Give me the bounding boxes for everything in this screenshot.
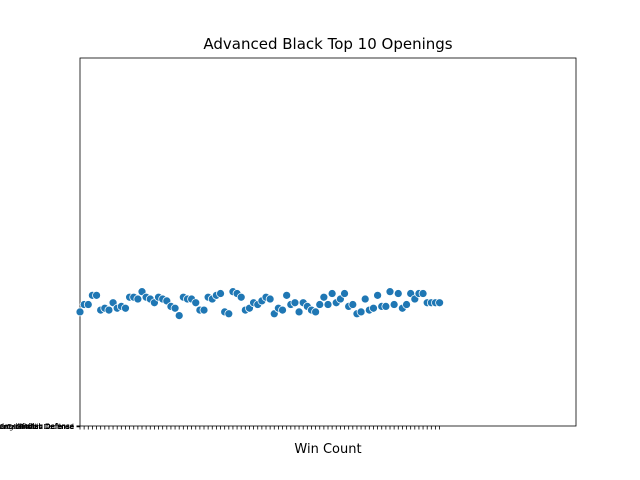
scatter-point	[191, 298, 201, 308]
scatter-point	[393, 289, 403, 298]
y-tick-label: Caro-Kann Defense	[6, 423, 74, 431]
y-tick-label: Dutch Defense	[22, 423, 74, 431]
plot-frame	[79, 57, 577, 427]
scatter-point	[381, 302, 391, 311]
scatter-point	[236, 292, 246, 302]
scatter-point	[83, 300, 93, 309]
scatter-point	[327, 289, 337, 298]
scatter-point	[319, 292, 329, 302]
scatter-point	[199, 305, 209, 315]
scatter-point	[311, 307, 320, 317]
scatter-point	[385, 287, 395, 297]
data-points	[75, 287, 444, 320]
y-tick-label: King's Indian Defense	[0, 423, 74, 431]
scatter-point	[340, 289, 349, 298]
scatter-point	[356, 307, 366, 317]
y-tick-label: Sicilian Defense	[18, 423, 74, 431]
y-tick-label: Nimzo-Indian Defense	[0, 423, 74, 431]
x-axis-label: Win Count	[294, 442, 361, 457]
scatter-point	[435, 298, 444, 308]
scatter-point	[294, 307, 304, 317]
scatter-point	[278, 305, 287, 315]
scatter-point	[402, 300, 411, 309]
scatter-point	[323, 300, 333, 309]
scatter-point	[418, 289, 428, 298]
scatter-point	[315, 300, 325, 309]
chart-title: Advanced Black Top 10 Openings	[203, 35, 452, 53]
scatter-point	[121, 303, 130, 313]
scatter-point	[92, 290, 101, 300]
scatter-point	[389, 300, 399, 309]
x-axis-ticks	[79, 426, 441, 430]
y-tick-label: Scandinavian Defense	[0, 423, 74, 431]
scatter-point	[348, 300, 358, 309]
scatter-point	[369, 303, 378, 313]
scatter-point	[360, 294, 370, 304]
y-tick-label: Pirc Defense	[30, 423, 74, 431]
scatter-point	[104, 305, 114, 315]
y-tick-label: Slav Defense	[28, 423, 74, 431]
scatter-point	[133, 294, 143, 304]
scatter-point	[373, 290, 382, 300]
scatter-point	[290, 298, 300, 308]
scatter-point	[75, 307, 85, 317]
scatter-point	[224, 309, 234, 319]
y-tick-label: Queen's Gambit Declined	[0, 423, 74, 431]
scatter-point	[265, 294, 275, 304]
y-tick-label: French Defense	[20, 423, 74, 431]
scatter-point	[174, 311, 184, 320]
scatter-point	[170, 303, 180, 313]
scatter-point	[216, 289, 225, 298]
scatter-point	[282, 290, 292, 300]
